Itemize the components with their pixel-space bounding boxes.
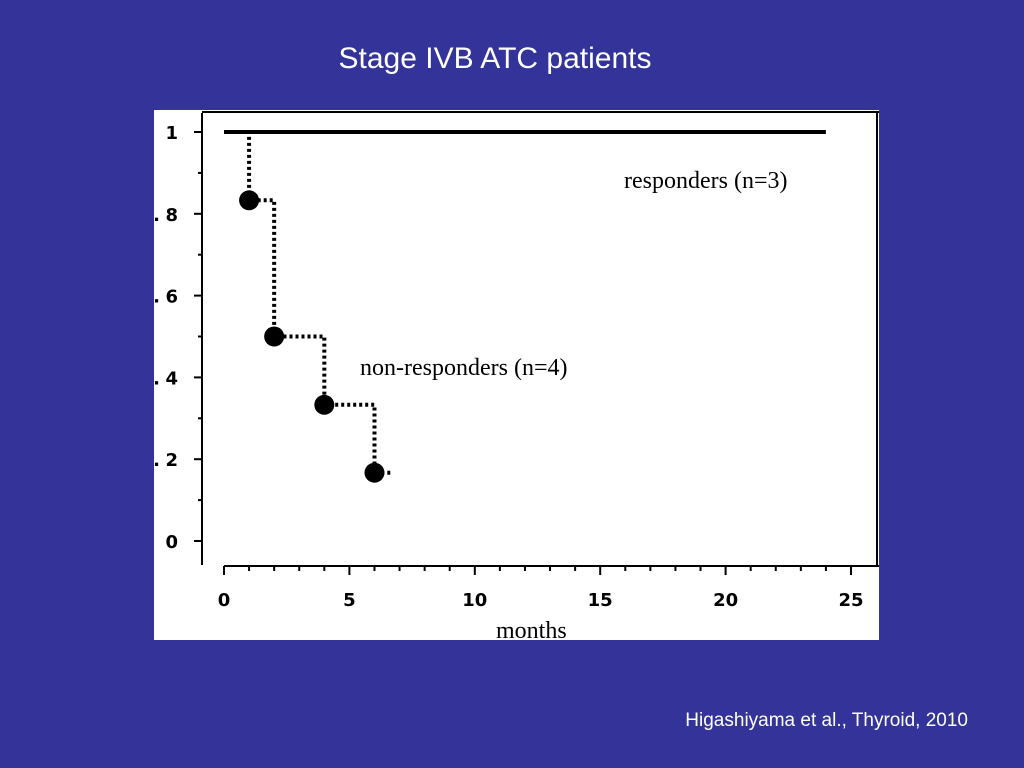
y-tick-decimal: . bbox=[154, 287, 160, 308]
y-tick-label: 6 bbox=[165, 287, 178, 308]
x-tick-label: 0 bbox=[218, 590, 231, 611]
x-tick-label: 25 bbox=[838, 590, 863, 611]
y-tick-decimal: . bbox=[154, 205, 160, 226]
y-tick-label: 1 bbox=[165, 123, 178, 144]
x-tick-label: 10 bbox=[462, 590, 487, 611]
citation: Higashiyama et al., Thyroid, 2010 bbox=[685, 710, 968, 731]
event-marker bbox=[364, 462, 385, 483]
y-axis-ticks: 02.4.6.8.1 bbox=[154, 123, 202, 553]
x-axis-title: months bbox=[496, 618, 567, 640]
event-marker bbox=[314, 394, 335, 415]
non-responders-label: non-responders (n=4) bbox=[360, 355, 567, 381]
event-marker bbox=[264, 326, 285, 347]
event-marker bbox=[239, 190, 260, 211]
slide-title: Stage IVB ATC patients bbox=[338, 42, 652, 75]
series-layer bbox=[224, 130, 826, 483]
y-tick-decimal: . bbox=[154, 450, 160, 471]
y-tick-label: 8 bbox=[165, 205, 178, 226]
non-responders-step-line bbox=[224, 130, 393, 475]
y-tick-decimal: . bbox=[154, 368, 160, 389]
y-tick-label: 0 bbox=[165, 532, 178, 553]
x-axis-ticks: 0 5 10 15 20 25 bbox=[218, 566, 864, 611]
y-tick-label: 4 bbox=[165, 368, 178, 389]
y-tick-label: 2 bbox=[165, 450, 178, 471]
x-tick-label: 5 bbox=[343, 590, 356, 611]
x-tick-label: 15 bbox=[588, 590, 613, 611]
responders-label: responders (n=3) bbox=[624, 168, 788, 194]
x-tick-label: 20 bbox=[713, 590, 738, 611]
